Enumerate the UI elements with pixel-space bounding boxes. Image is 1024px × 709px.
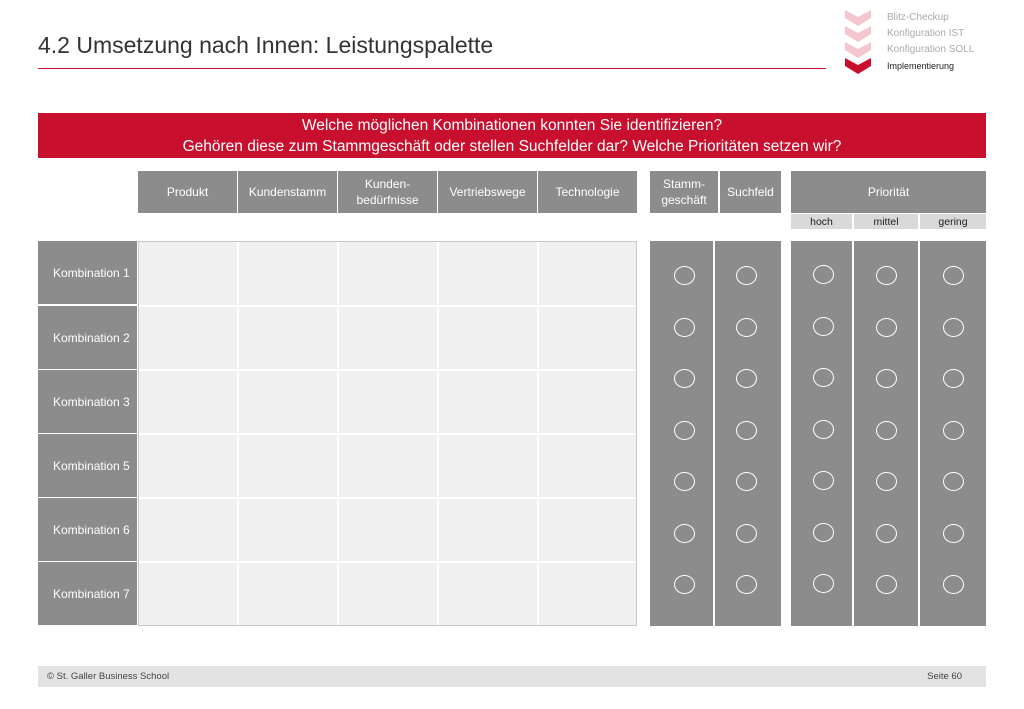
- radio-prioritaet-hoch[interactable]: [813, 317, 834, 336]
- row-label-kombination: Kombination 3: [38, 370, 137, 433]
- chevron-down-icon: [845, 26, 871, 42]
- row-label-kombination: Kombination 6: [38, 498, 137, 561]
- radio-suchfeld[interactable]: [736, 369, 757, 388]
- row-label-kombination: Kombination 5: [38, 434, 137, 497]
- grid-divider: [139, 369, 636, 371]
- footer-bar: © St. Galler Business School Seite 60: [38, 666, 986, 687]
- col-header-vertriebswege: Vertriebswege: [438, 171, 537, 213]
- radio-stammgeschaeft[interactable]: [674, 421, 695, 440]
- grid-divider: [139, 561, 636, 563]
- panel-divider: [713, 241, 715, 626]
- grid-divider: [139, 305, 636, 307]
- chevron-down-icon: [845, 10, 871, 26]
- col-header-kundenstamm: Kundenstamm: [238, 171, 337, 213]
- grid-divider: [139, 497, 636, 499]
- radio-prioritaet-hoch[interactable]: [813, 420, 834, 439]
- col-header-line: geschäft: [661, 193, 707, 207]
- banner-line-1: Welche möglichen Kombinationen konnten S…: [301, 117, 723, 134]
- radio-prioritaet-hoch[interactable]: [813, 265, 834, 284]
- row-label-kombination: Kombination 7: [38, 562, 137, 625]
- chevron-down-icon: [845, 58, 871, 74]
- chevron-down-icon: [845, 42, 871, 58]
- radio-prioritaet-gering[interactable]: [943, 421, 964, 440]
- radio-prioritaet-gering[interactable]: [943, 318, 964, 337]
- col-header-stammgeschaeft: Stamm- geschäft: [650, 171, 718, 213]
- radio-prioritaet-mittel[interactable]: [876, 369, 897, 388]
- col-header-suchfeld: Suchfeld: [720, 171, 781, 213]
- nav-label-active: Implementierung: [887, 61, 955, 71]
- nav-item-konfiguration-ist[interactable]: Konfiguration IST: [845, 26, 1015, 42]
- col-header-technologie: Technologie: [538, 171, 637, 213]
- panel-divider: [918, 241, 920, 626]
- col-header-prioritaet: Priorität: [791, 171, 986, 213]
- radio-prioritaet-hoch[interactable]: [813, 471, 834, 490]
- combination-input-grid[interactable]: [138, 241, 637, 626]
- page-title: 4.2 Umsetzung nach Innen: Leistungspalet…: [38, 32, 494, 58]
- classification-panel: [650, 241, 781, 626]
- radio-suchfeld[interactable]: [736, 472, 757, 491]
- radio-prioritaet-hoch[interactable]: [813, 368, 834, 387]
- radio-suchfeld[interactable]: [736, 575, 757, 594]
- radio-prioritaet-mittel[interactable]: [876, 421, 897, 440]
- radio-suchfeld[interactable]: [736, 421, 757, 440]
- sub-header-mittel: mittel: [854, 214, 918, 229]
- radio-prioritaet-mittel[interactable]: [876, 318, 897, 337]
- radio-prioritaet-mittel[interactable]: [876, 575, 897, 594]
- col-header-line: Stamm-: [663, 177, 705, 191]
- radio-suchfeld[interactable]: [736, 318, 757, 337]
- sub-header-hoch: hoch: [791, 214, 852, 229]
- radio-prioritaet-mittel[interactable]: [876, 472, 897, 491]
- question-banner: Welche möglichen Kombinationen konnten S…: [38, 113, 986, 158]
- nav-label: Konfiguration IST: [887, 28, 965, 39]
- row-label-kombination: Kombination 1: [38, 241, 137, 304]
- radio-stammgeschaeft[interactable]: [674, 266, 695, 285]
- nav-label: Blitz-Checkup: [887, 12, 949, 23]
- radio-prioritaet-mittel[interactable]: [876, 524, 897, 543]
- radio-prioritaet-hoch[interactable]: [813, 574, 834, 593]
- col-header-produkt: Produkt: [138, 171, 237, 213]
- radio-stammgeschaeft[interactable]: [674, 318, 695, 337]
- row-label-kombination: Kombination 2: [38, 306, 137, 369]
- radio-stammgeschaeft[interactable]: [674, 369, 695, 388]
- col-header-kundenbeduerfnisse: Kunden- bedürfnisse: [338, 171, 437, 213]
- radio-prioritaet-gering[interactable]: [943, 266, 964, 285]
- radio-prioritaet-gering[interactable]: [943, 575, 964, 594]
- radio-stammgeschaeft[interactable]: [674, 575, 695, 594]
- footer-page-number: Seite 60: [927, 671, 962, 682]
- radio-stammgeschaeft[interactable]: [674, 524, 695, 543]
- panel-divider: [852, 241, 854, 626]
- title-divider: [38, 68, 826, 69]
- radio-prioritaet-mittel[interactable]: [876, 266, 897, 285]
- nav-label: Konfiguration SOLL: [887, 44, 975, 55]
- grid-divider: [139, 433, 636, 435]
- nav-item-blitz-checkup[interactable]: Blitz-Checkup: [845, 10, 1015, 26]
- footer-copyright: © St. Galler Business School: [47, 671, 170, 682]
- radio-prioritaet-gering[interactable]: [943, 524, 964, 543]
- radio-prioritaet-hoch[interactable]: [813, 523, 834, 542]
- radio-suchfeld[interactable]: [736, 266, 757, 285]
- radio-stammgeschaeft[interactable]: [674, 472, 695, 491]
- radio-prioritaet-gering[interactable]: [943, 472, 964, 491]
- col-header-line: Kunden-: [364, 177, 411, 191]
- col-header-line: bedürfnisse: [356, 193, 419, 207]
- nav-item-konfiguration-soll[interactable]: Konfiguration SOLL: [845, 42, 1015, 58]
- nav-item-implementierung[interactable]: Implementierung: [845, 58, 1015, 74]
- sub-header-gering: gering: [920, 214, 986, 229]
- banner-line-2: Gehören diese zum Stammgeschäft oder ste…: [182, 138, 842, 155]
- radio-prioritaet-gering[interactable]: [943, 369, 964, 388]
- radio-suchfeld[interactable]: [736, 524, 757, 543]
